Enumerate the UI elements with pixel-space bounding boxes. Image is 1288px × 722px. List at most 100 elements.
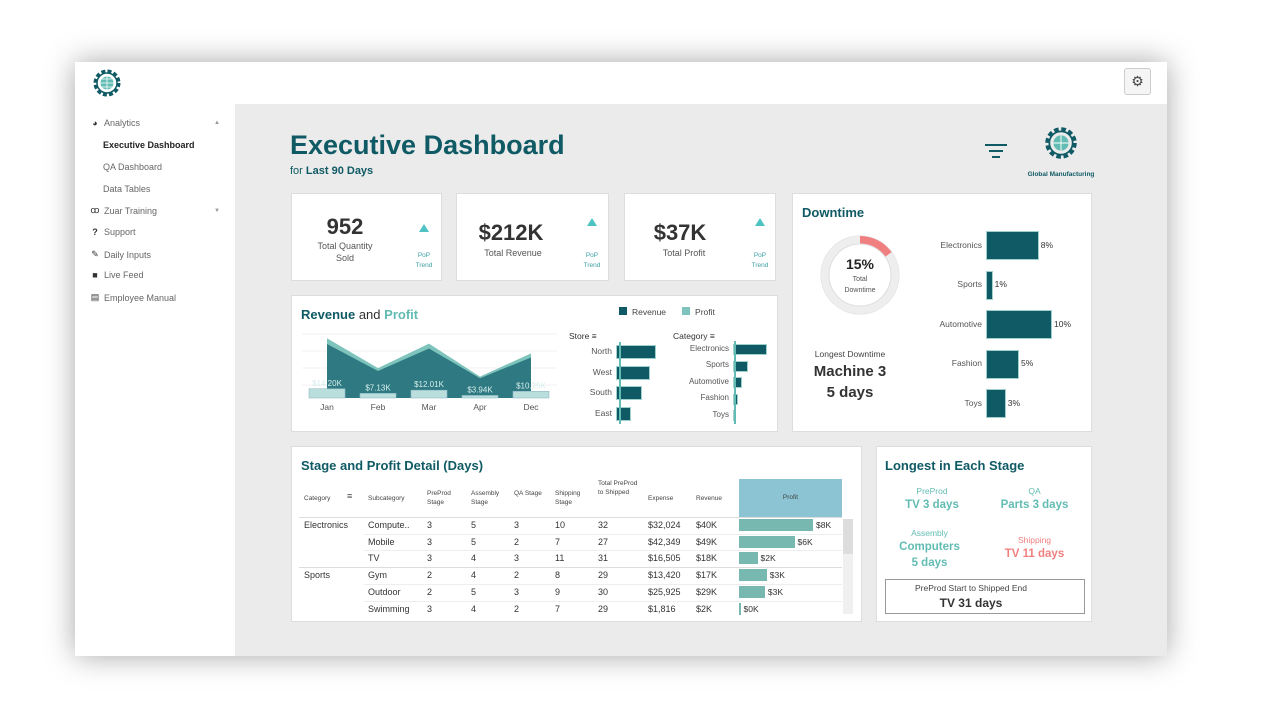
logo-gear-icon[interactable] — [89, 65, 125, 101]
card-title: Longest in Each Stage — [885, 458, 1025, 473]
table-cell: $25,925 — [648, 586, 681, 597]
bar-category-label: Automotive — [688, 376, 729, 386]
subtitle-prefix: for — [290, 165, 303, 177]
column-header[interactable]: Expense — [648, 495, 674, 502]
settings-button[interactable]: ⚙ — [1124, 68, 1151, 95]
table-cell: Outdoor — [368, 586, 401, 597]
table-cell: 3 — [514, 586, 520, 597]
pencil-icon: ✎ — [91, 249, 99, 259]
longest-downtime-machine: Machine 3 — [813, 363, 887, 380]
bar[interactable] — [986, 389, 1006, 418]
bar-category-label: East — [594, 407, 612, 418]
bar[interactable] — [733, 377, 742, 388]
store-header[interactable]: Store ≡ — [569, 331, 597, 341]
bar-category-label: Toys — [712, 409, 729, 419]
profit-bar[interactable] — [739, 519, 813, 531]
column-header[interactable]: Profit — [782, 494, 799, 501]
profit-bar[interactable] — [308, 388, 346, 399]
table-cell: 7 — [555, 603, 561, 614]
sidebar-item-analytics[interactable]: ◕ Analytics ▲ — [90, 118, 220, 128]
bar-category-label: Sports — [705, 360, 729, 369]
bar[interactable] — [733, 360, 748, 372]
table-scrollbar[interactable] — [843, 519, 853, 614]
period-filter: Last 90 Days — [305, 165, 374, 177]
column-header[interactable]: QA Stage — [514, 490, 542, 497]
table-cell: Compute.. — [368, 520, 410, 530]
bar[interactable] — [616, 365, 650, 380]
sort-icon: ≡ — [709, 331, 715, 341]
sidebar-item-qa-dashboard[interactable]: QA Dashboard — [103, 162, 233, 172]
category-header[interactable]: Category ≡ — [673, 331, 715, 341]
legend-profit[interactable]: Profit — [682, 307, 715, 317]
sidebar-item-data-tables[interactable]: Data Tables — [103, 184, 233, 194]
legend-revenue[interactable]: Revenue — [619, 307, 666, 317]
column-header[interactable]: Shipping Stage — [555, 490, 581, 506]
shipping-label: Shipping — [1017, 535, 1052, 545]
table-cell: 4 — [471, 553, 477, 564]
table-cell: $1,816 — [648, 603, 676, 614]
sidebar-item-employee-manual[interactable]: ▤ Employee Manual — [90, 292, 220, 303]
bar[interactable] — [986, 231, 1039, 260]
bar[interactable] — [986, 310, 1052, 339]
table-cell: 2 — [514, 536, 520, 547]
profit-header-highlight — [739, 479, 842, 517]
kpi-value: $212K — [478, 220, 544, 245]
month-tick-label: Apr — [473, 402, 486, 412]
profit-bar[interactable] — [461, 395, 499, 399]
kpi-value: $37K — [653, 220, 707, 245]
table-cell: 30 — [598, 586, 609, 597]
table-cell: 11 — [555, 553, 565, 564]
title-and: and — [358, 307, 381, 322]
question-icon: ? — [92, 227, 98, 237]
profit-bar[interactable] — [739, 552, 758, 565]
column-header[interactable]: Assembly Stage — [471, 490, 500, 506]
sidebar-item-label: QA Dashboard — [103, 162, 163, 172]
sidebar-item-live-feed[interactable]: ■ Live Feed — [90, 270, 220, 280]
bar-category-label: Fashion — [951, 358, 982, 368]
profit-bar[interactable] — [739, 569, 767, 582]
table-cell: 5 — [471, 586, 477, 597]
profit-bar[interactable] — [739, 535, 795, 548]
bar[interactable] — [616, 345, 656, 359]
sort-icon[interactable]: ≡ — [347, 491, 353, 501]
stage-profit-card: Stage and Profit Detail (Days) Category S… — [291, 446, 862, 622]
bar[interactable] — [733, 344, 767, 355]
title-profit: Profit — [384, 307, 419, 322]
column-header[interactable]: Total PreProd to Shipped — [598, 480, 638, 496]
profit-bar[interactable] — [359, 393, 397, 399]
sidebar-item-executive-dashboard[interactable]: Executive Dashboard — [103, 140, 233, 150]
column-header[interactable]: Revenue — [696, 495, 723, 502]
sidebar-item-daily-inputs[interactable]: ✎ Daily Inputs — [90, 249, 220, 260]
sidebar-item-support[interactable]: ? Support — [90, 227, 220, 237]
pop-trend-label: PoP Trend — [751, 252, 769, 269]
bar[interactable] — [986, 349, 1019, 379]
column-header[interactable]: Category — [304, 495, 331, 502]
bar[interactable] — [616, 386, 642, 400]
profit-bar[interactable] — [410, 389, 448, 399]
filter-icon[interactable] — [985, 144, 1007, 158]
company-logo-icon — [1045, 127, 1077, 159]
profit-bar[interactable] — [739, 585, 765, 598]
bar-category-label: South — [589, 387, 612, 397]
sidebar-item-zuar-training[interactable]: ꝏ Zuar Training ▼ — [90, 205, 220, 216]
group-divider — [299, 567, 842, 569]
month-tick-label: Feb — [371, 402, 386, 412]
profit-bar[interactable] — [739, 602, 741, 615]
preprod-value: TV 3 days — [905, 499, 959, 511]
profit-value: $3K — [767, 586, 784, 597]
bar[interactable] — [986, 270, 993, 300]
table-cell: TV — [368, 553, 380, 564]
longest-downtime-days: 5 days — [826, 384, 874, 401]
scrollbar-thumb[interactable] — [843, 519, 853, 554]
chevron-up-icon: ▲ — [214, 120, 220, 126]
donut-downtime-segment — [821, 236, 899, 314]
month-tick-label: Jan — [320, 402, 334, 412]
bar[interactable] — [733, 393, 738, 405]
table-cell: $32,024 — [648, 520, 681, 530]
sidebar-item-label: Zuar Training — [104, 205, 158, 216]
profit-bar[interactable] — [512, 391, 550, 399]
column-header[interactable]: Subcategory — [368, 495, 405, 502]
bar-data-label: 1% — [994, 279, 1007, 289]
chart-legend: Revenue Profit — [619, 307, 715, 317]
column-header[interactable]: PreProd Stage — [427, 490, 451, 506]
